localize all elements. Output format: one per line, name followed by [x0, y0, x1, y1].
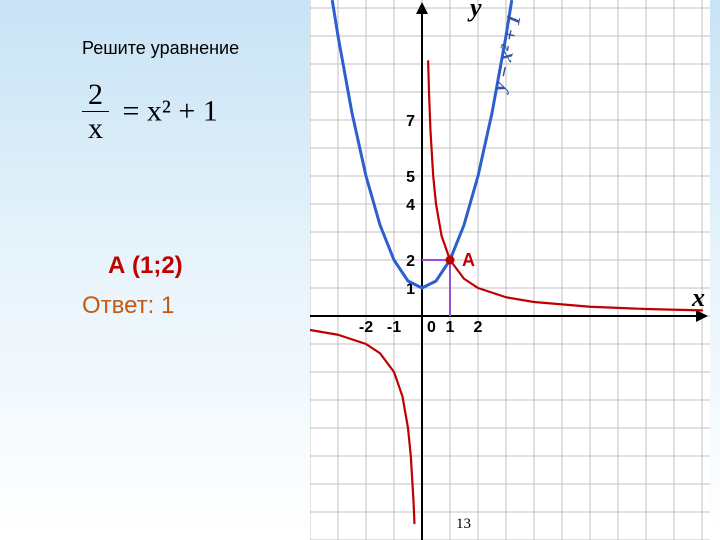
equation-rhs: = x² + 1: [123, 95, 218, 128]
svg-text:13: 13: [456, 516, 471, 532]
svg-text:1: 1: [446, 319, 455, 336]
equation-numerator: 2: [82, 78, 109, 112]
graph: -2-101212457yxy = x² + 1А13: [310, 0, 710, 540]
svg-text:2: 2: [406, 253, 415, 270]
svg-text:А: А: [462, 250, 475, 270]
svg-text:x: x: [691, 283, 705, 312]
intersection-point-text: А (1;2): [108, 252, 183, 280]
problem-title: Решите уравнение: [82, 38, 239, 59]
answer-text: Ответ: 1: [82, 292, 174, 320]
svg-text:-1: -1: [387, 319, 401, 336]
svg-text:0: 0: [427, 319, 436, 336]
svg-text:5: 5: [406, 169, 415, 186]
svg-text:2: 2: [474, 319, 483, 336]
svg-text:y: y: [467, 0, 482, 22]
svg-text:-2: -2: [359, 319, 373, 336]
equation: 2 x = x² + 1: [82, 78, 218, 145]
svg-text:4: 4: [406, 197, 415, 214]
equation-fraction: 2 x: [82, 78, 109, 145]
svg-text:7: 7: [406, 113, 415, 130]
graph-svg: -2-101212457yxy = x² + 1А13: [310, 0, 710, 540]
equation-denominator: x: [82, 112, 109, 145]
